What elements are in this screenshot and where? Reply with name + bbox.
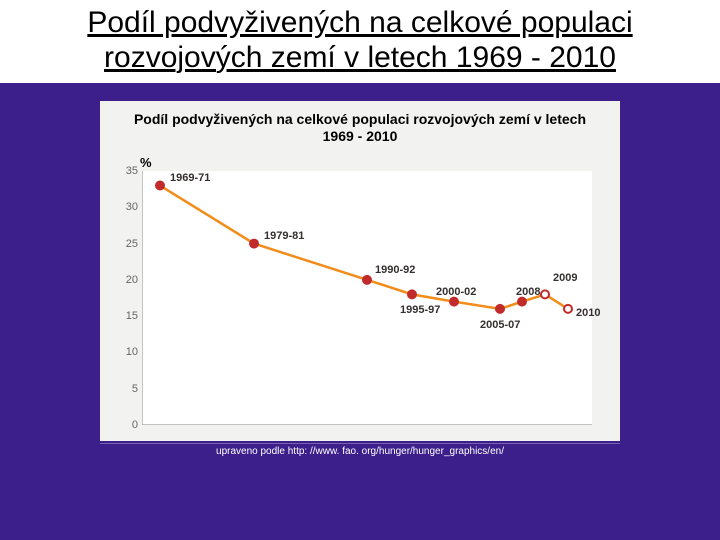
data-point-label: 2010 (576, 307, 600, 319)
credit-text: upraveno podle http: //www. fao. org/hun… (100, 443, 620, 457)
data-point-label: 1969-71 (170, 172, 210, 184)
y-tick-label: 30 (118, 201, 138, 213)
data-point-label: 1995-97 (400, 304, 440, 316)
y-tick-label: 35 (118, 165, 138, 177)
y-tick-label: 20 (118, 274, 138, 286)
data-point-label: 1979-81 (264, 230, 304, 242)
line-chart-svg (142, 171, 592, 425)
chart-panel: Podíl podvyživených na celkové populaci … (100, 101, 620, 441)
data-point-label: 2009 (553, 272, 577, 284)
y-tick-label: 5 (118, 383, 138, 395)
chart-plot-area: 05101520253035 1969-711979-811990-921995… (142, 171, 592, 425)
chart-title: Podíl podvyživených na celkové populaci … (100, 101, 620, 147)
y-tick-label: 0 (118, 419, 138, 431)
data-point-label: 1990-92 (375, 264, 415, 276)
y-tick-label: 10 (118, 346, 138, 358)
slide-title: Podíl podvyživených na celkové populaci … (0, 0, 720, 83)
data-point-label: 2005-07 (480, 319, 520, 331)
y-axis-label: % (140, 155, 152, 170)
y-tick-label: 15 (118, 310, 138, 322)
data-point-label: 2000-02 (436, 286, 476, 298)
data-point-label: 2008 (516, 286, 540, 298)
y-tick-label: 25 (118, 238, 138, 250)
